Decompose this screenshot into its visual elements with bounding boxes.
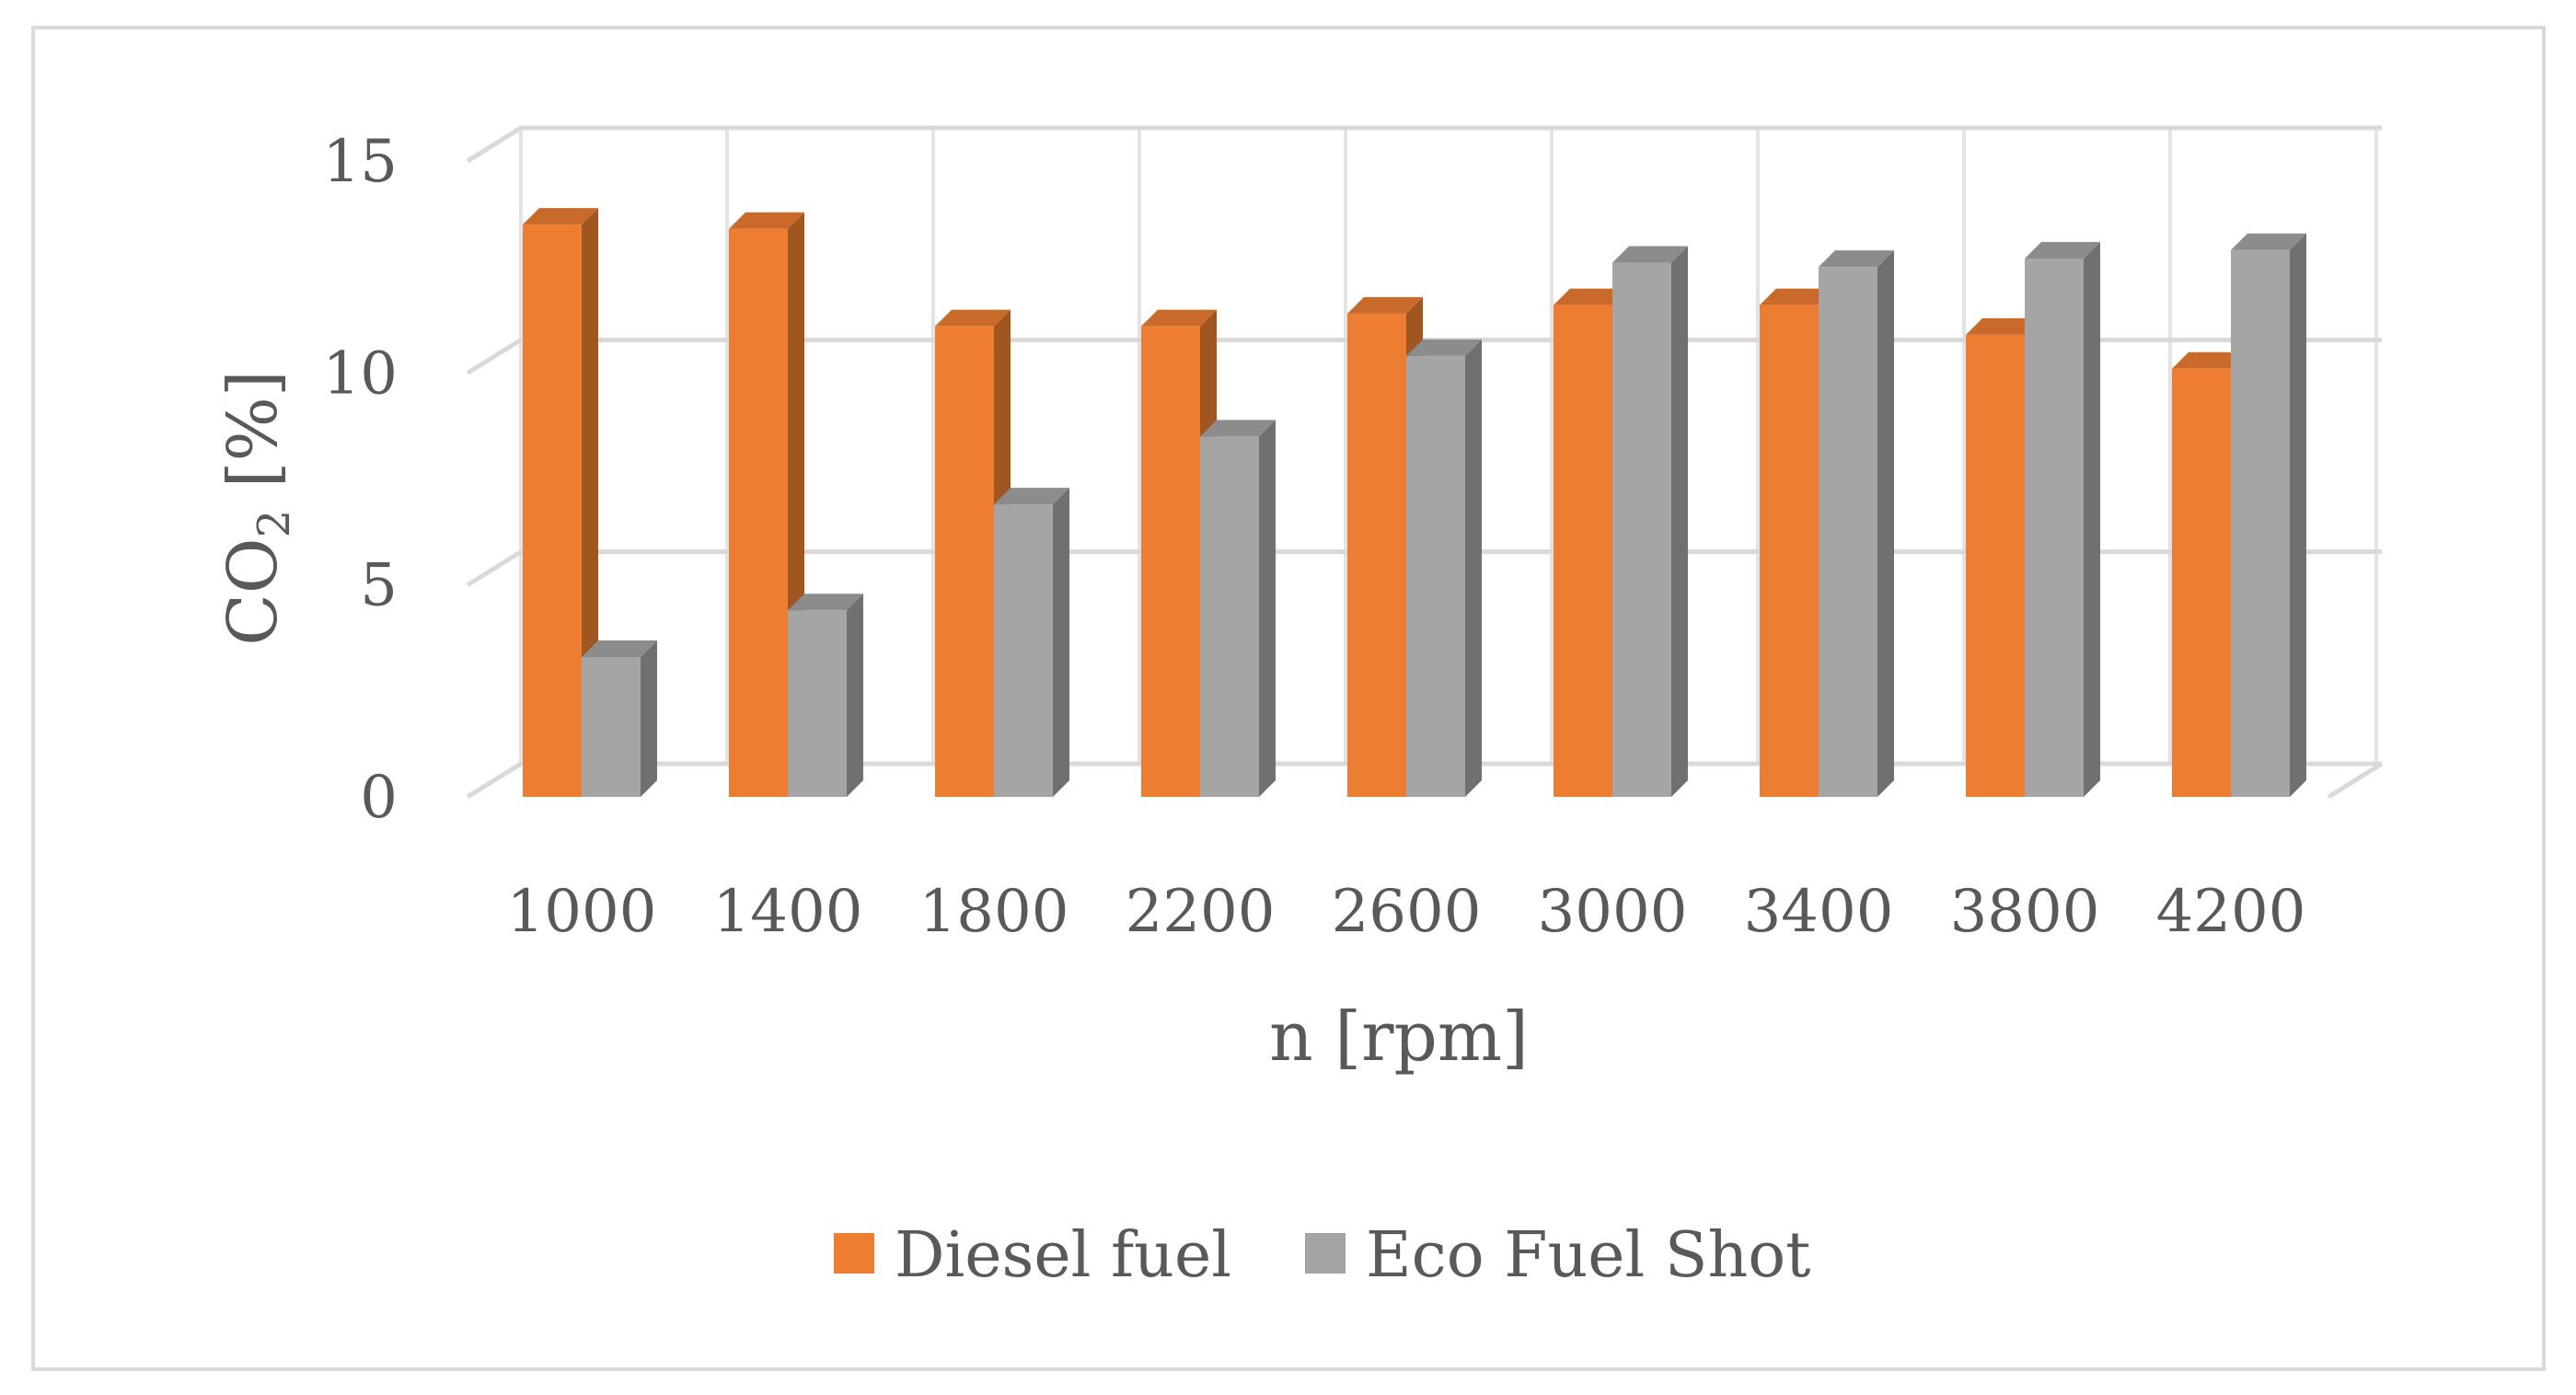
- bar-eco-fuel-shot-2200: [1200, 420, 1276, 797]
- bar-eco-fuel-shot-1800: [994, 488, 1069, 797]
- bar-diesel-fuel-1000: [523, 208, 598, 798]
- legend-swatch-eco-fuel-shot: [1305, 1233, 1346, 1274]
- legend-swatch-diesel-fuel: [834, 1233, 874, 1274]
- y-axis-title: CO2 [%]: [214, 370, 300, 645]
- x-tick-label-1800: 1800: [919, 878, 1069, 946]
- y-axis-ticks: 0 5 10 15: [323, 128, 398, 832]
- legend-label-eco-fuel-shot: Eco Fuel Shot: [1366, 1219, 1811, 1292]
- y-tick-label-5: 5: [360, 552, 398, 620]
- bar-eco-fuel-shot-3800: [2025, 241, 2100, 797]
- x-tick-label-4200: 4200: [2156, 878, 2306, 946]
- bar-eco-fuel-shot-4200: [2231, 233, 2306, 798]
- x-axis-title: n [rpm]: [1269, 997, 1529, 1077]
- bar-eco-fuel-shot-3000: [1612, 246, 1688, 797]
- x-tick-label-3800: 3800: [1950, 878, 2100, 946]
- x-tick-label-1400: 1400: [713, 878, 863, 946]
- x-tick-label-3000: 3000: [1538, 878, 1688, 946]
- floor-edge: [2327, 761, 2384, 800]
- x-tick-label-3400: 3400: [1744, 878, 1894, 946]
- bar-eco-fuel-shot-3400: [1819, 250, 1894, 798]
- chart-frame: [31, 26, 2546, 1371]
- legend: Diesel fuel Eco Fuel Shot: [834, 1219, 1811, 1292]
- gridline-15: [466, 125, 2382, 164]
- x-tick-label-2200: 2200: [1126, 878, 1276, 946]
- bars: [523, 208, 2306, 798]
- y-tick-label-15: 15: [323, 128, 398, 196]
- x-tick-label-2600: 2600: [1332, 878, 1482, 946]
- y-tick-label-10: 10: [323, 340, 398, 408]
- x-tick-label-1000: 1000: [507, 878, 657, 946]
- legend-label-diesel-fuel: Diesel fuel: [895, 1219, 1231, 1292]
- y-tick-label-0: 0: [360, 764, 398, 832]
- bar-eco-fuel-shot-1400: [788, 594, 863, 797]
- bar-eco-fuel-shot-2600: [1406, 339, 1482, 797]
- x-axis-ticks: 1000 1400 1800 2200 2600 3000 3400 3800 4200: [507, 878, 2306, 946]
- bar-eco-fuel-shot-1000: [582, 640, 657, 797]
